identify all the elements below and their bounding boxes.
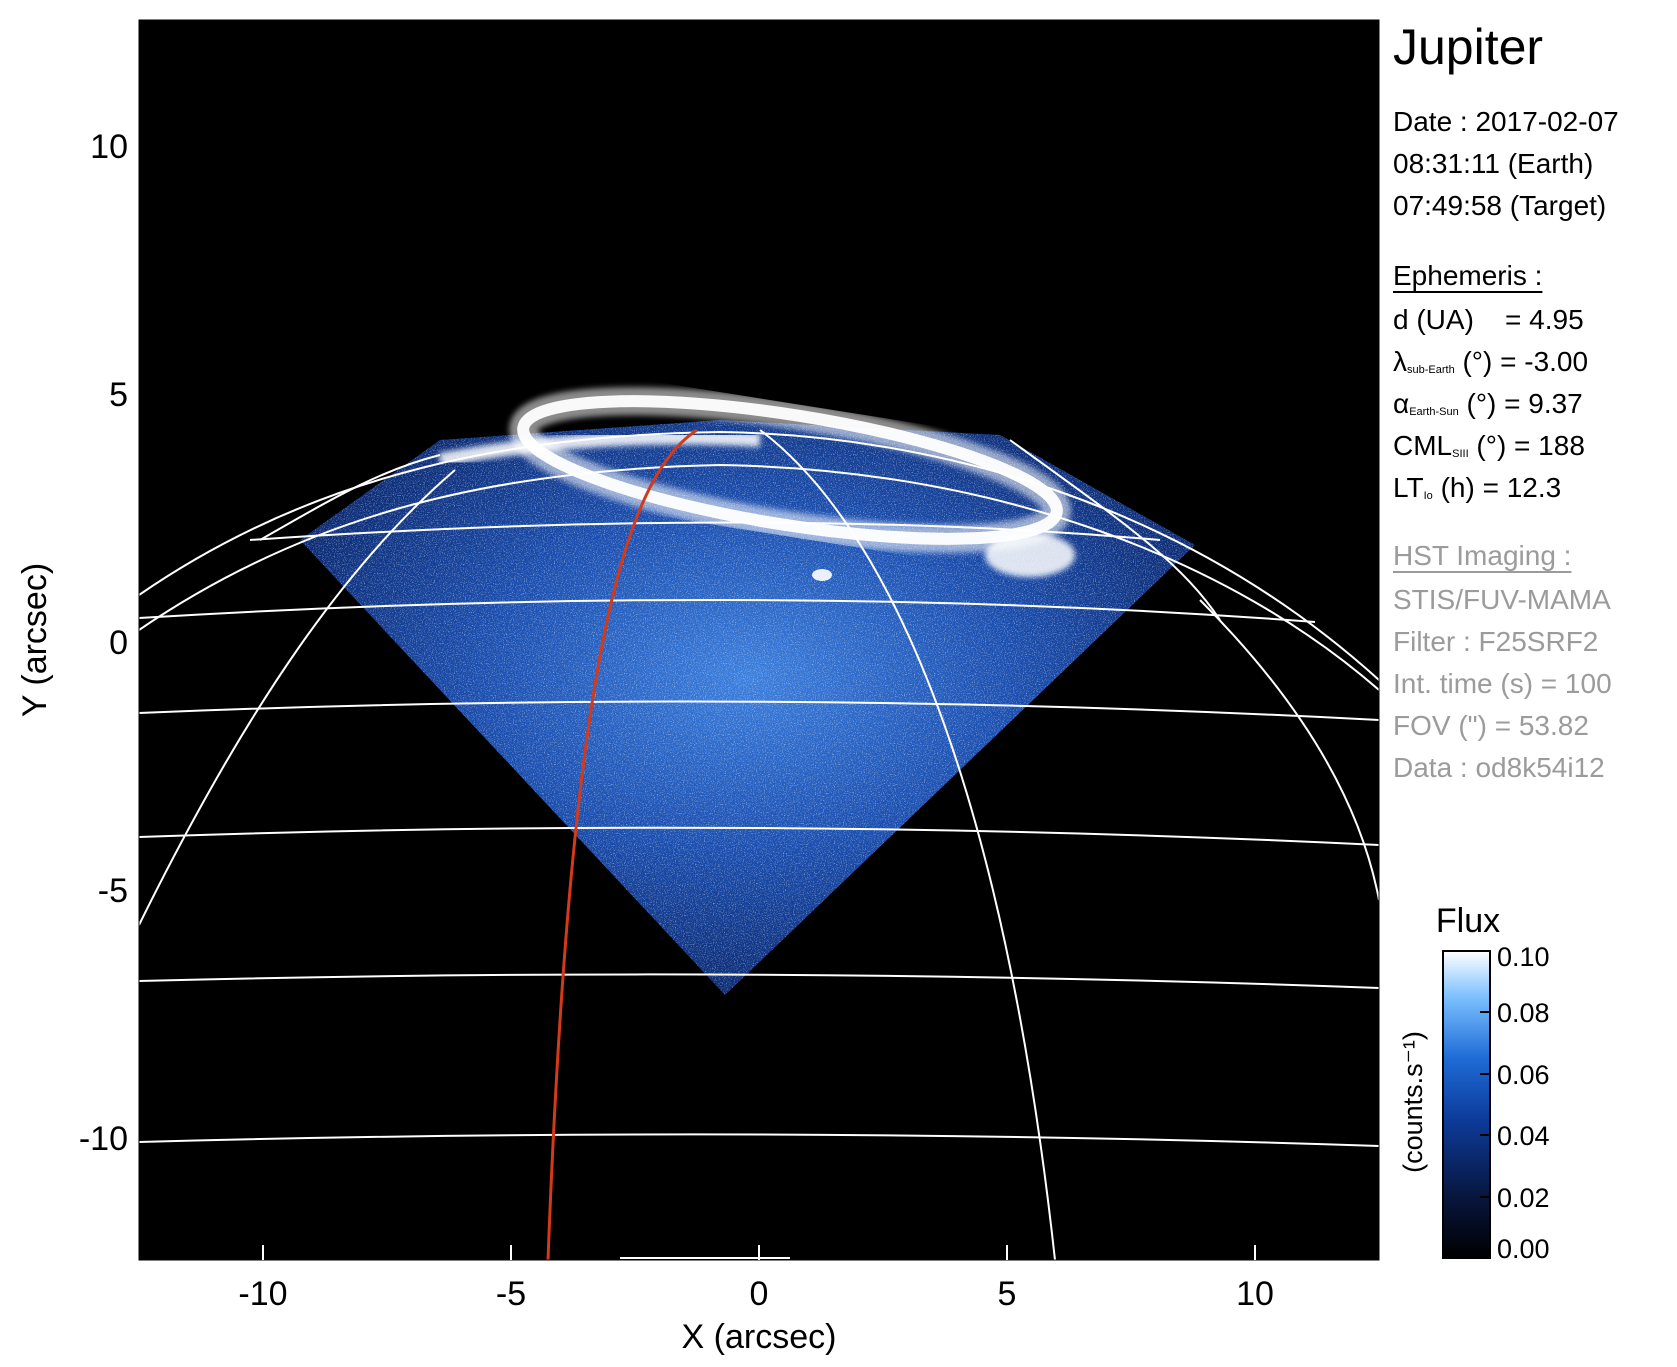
- latitude-grid: [139, 430, 1379, 1147]
- cml-value: (°) = 188: [1476, 430, 1585, 461]
- phase-angle-line: αEarth-Sun (°) = 9.37: [1393, 388, 1583, 420]
- cml-line: CMLSIII (°) = 188: [1393, 430, 1585, 462]
- x-tick-label: 5: [998, 1275, 1017, 1313]
- observed-disk-speckle: [300, 420, 1195, 995]
- lambda-subscript: sub-Earth: [1407, 364, 1455, 376]
- colorbar-gradient: [1442, 950, 1491, 1259]
- cml-subscript: SIII: [1452, 448, 1469, 460]
- target-time-line: 07:49:58 (Target): [1393, 190, 1607, 221]
- sub-earth-latitude-line: λsub-Earth (°) = -3.00: [1393, 346, 1588, 378]
- cml-symbol: CML: [1393, 430, 1453, 461]
- hst-filter: Filter : F25SRF2: [1393, 626, 1599, 657]
- x-tick-label: -10: [238, 1275, 287, 1313]
- distance-label: d (UA): [1393, 304, 1474, 335]
- y-tick-label: -5: [98, 872, 128, 910]
- colorbar-tick: 0.10: [1497, 942, 1550, 972]
- y-tick-label: 5: [109, 376, 128, 414]
- colorbar-unit: (counts.s⁻¹): [1398, 1031, 1428, 1173]
- io-footprint-curve: [546, 428, 698, 1260]
- colorbar-tick: 0.00: [1497, 1234, 1550, 1264]
- distance-line: d (UA) = 4.95: [1393, 304, 1584, 336]
- colorbar-tick: 0.04: [1497, 1121, 1550, 1151]
- date-line: Date : 2017-02-07: [1393, 106, 1619, 137]
- colorbar-tick: 0.06: [1497, 1060, 1550, 1090]
- earth-time-line: 08:31:11 (Earth): [1393, 148, 1594, 179]
- alpha-value: (°) = 9.37: [1466, 388, 1583, 419]
- alpha-symbol: α: [1393, 388, 1410, 419]
- lambda-symbol: λ: [1393, 346, 1407, 377]
- x-tick-label: -5: [496, 1275, 526, 1313]
- lt-value: (h) = 12.3: [1440, 472, 1562, 503]
- hst-fov: FOV (") = 53.82: [1393, 710, 1589, 741]
- lt-subscript: Io: [1423, 490, 1433, 502]
- axis-ticks: [262, 1245, 1256, 1260]
- x-tick-label: 0: [750, 1275, 769, 1313]
- y-tick-label: 0: [109, 624, 128, 662]
- ephemeris-heading: Ephemeris :: [1393, 260, 1543, 291]
- hst-integration-time: Int. time (s) = 100: [1393, 668, 1612, 699]
- colorbar-tick: 0.08: [1497, 998, 1550, 1028]
- x-tick-label: 10: [1236, 1275, 1274, 1313]
- y-axis-label: Y (arcsec): [16, 563, 54, 717]
- colorbar-tick: 0.02: [1497, 1183, 1550, 1213]
- hst-instrument: STIS/FUV-MAMA: [1393, 584, 1611, 615]
- io-local-time-line: LTIo (h) = 12.3: [1393, 472, 1561, 504]
- y-tick-label: 10: [90, 128, 128, 166]
- colorbar-title: Flux: [1436, 902, 1500, 940]
- target-title: Jupiter: [1393, 19, 1544, 75]
- x-axis-label: X (arcsec): [682, 1318, 837, 1356]
- colorbar: Flux 0.10 0.08 0.06 0.04 0.02 0.00 (coun…: [1398, 902, 1550, 1264]
- hst-heading: HST Imaging :: [1393, 540, 1572, 571]
- auroral-oval: [438, 387, 1075, 581]
- lt-symbol: LT: [1393, 472, 1424, 503]
- y-tick-label: -10: [79, 1120, 128, 1158]
- hst-data-id: Data : od8k54i12: [1393, 752, 1605, 783]
- longitude-grid: [139, 429, 1379, 1260]
- alpha-subscript: Earth-Sun: [1409, 406, 1459, 418]
- distance-value: = 4.95: [1505, 304, 1584, 335]
- lambda-value: (°) = -3.00: [1462, 346, 1589, 377]
